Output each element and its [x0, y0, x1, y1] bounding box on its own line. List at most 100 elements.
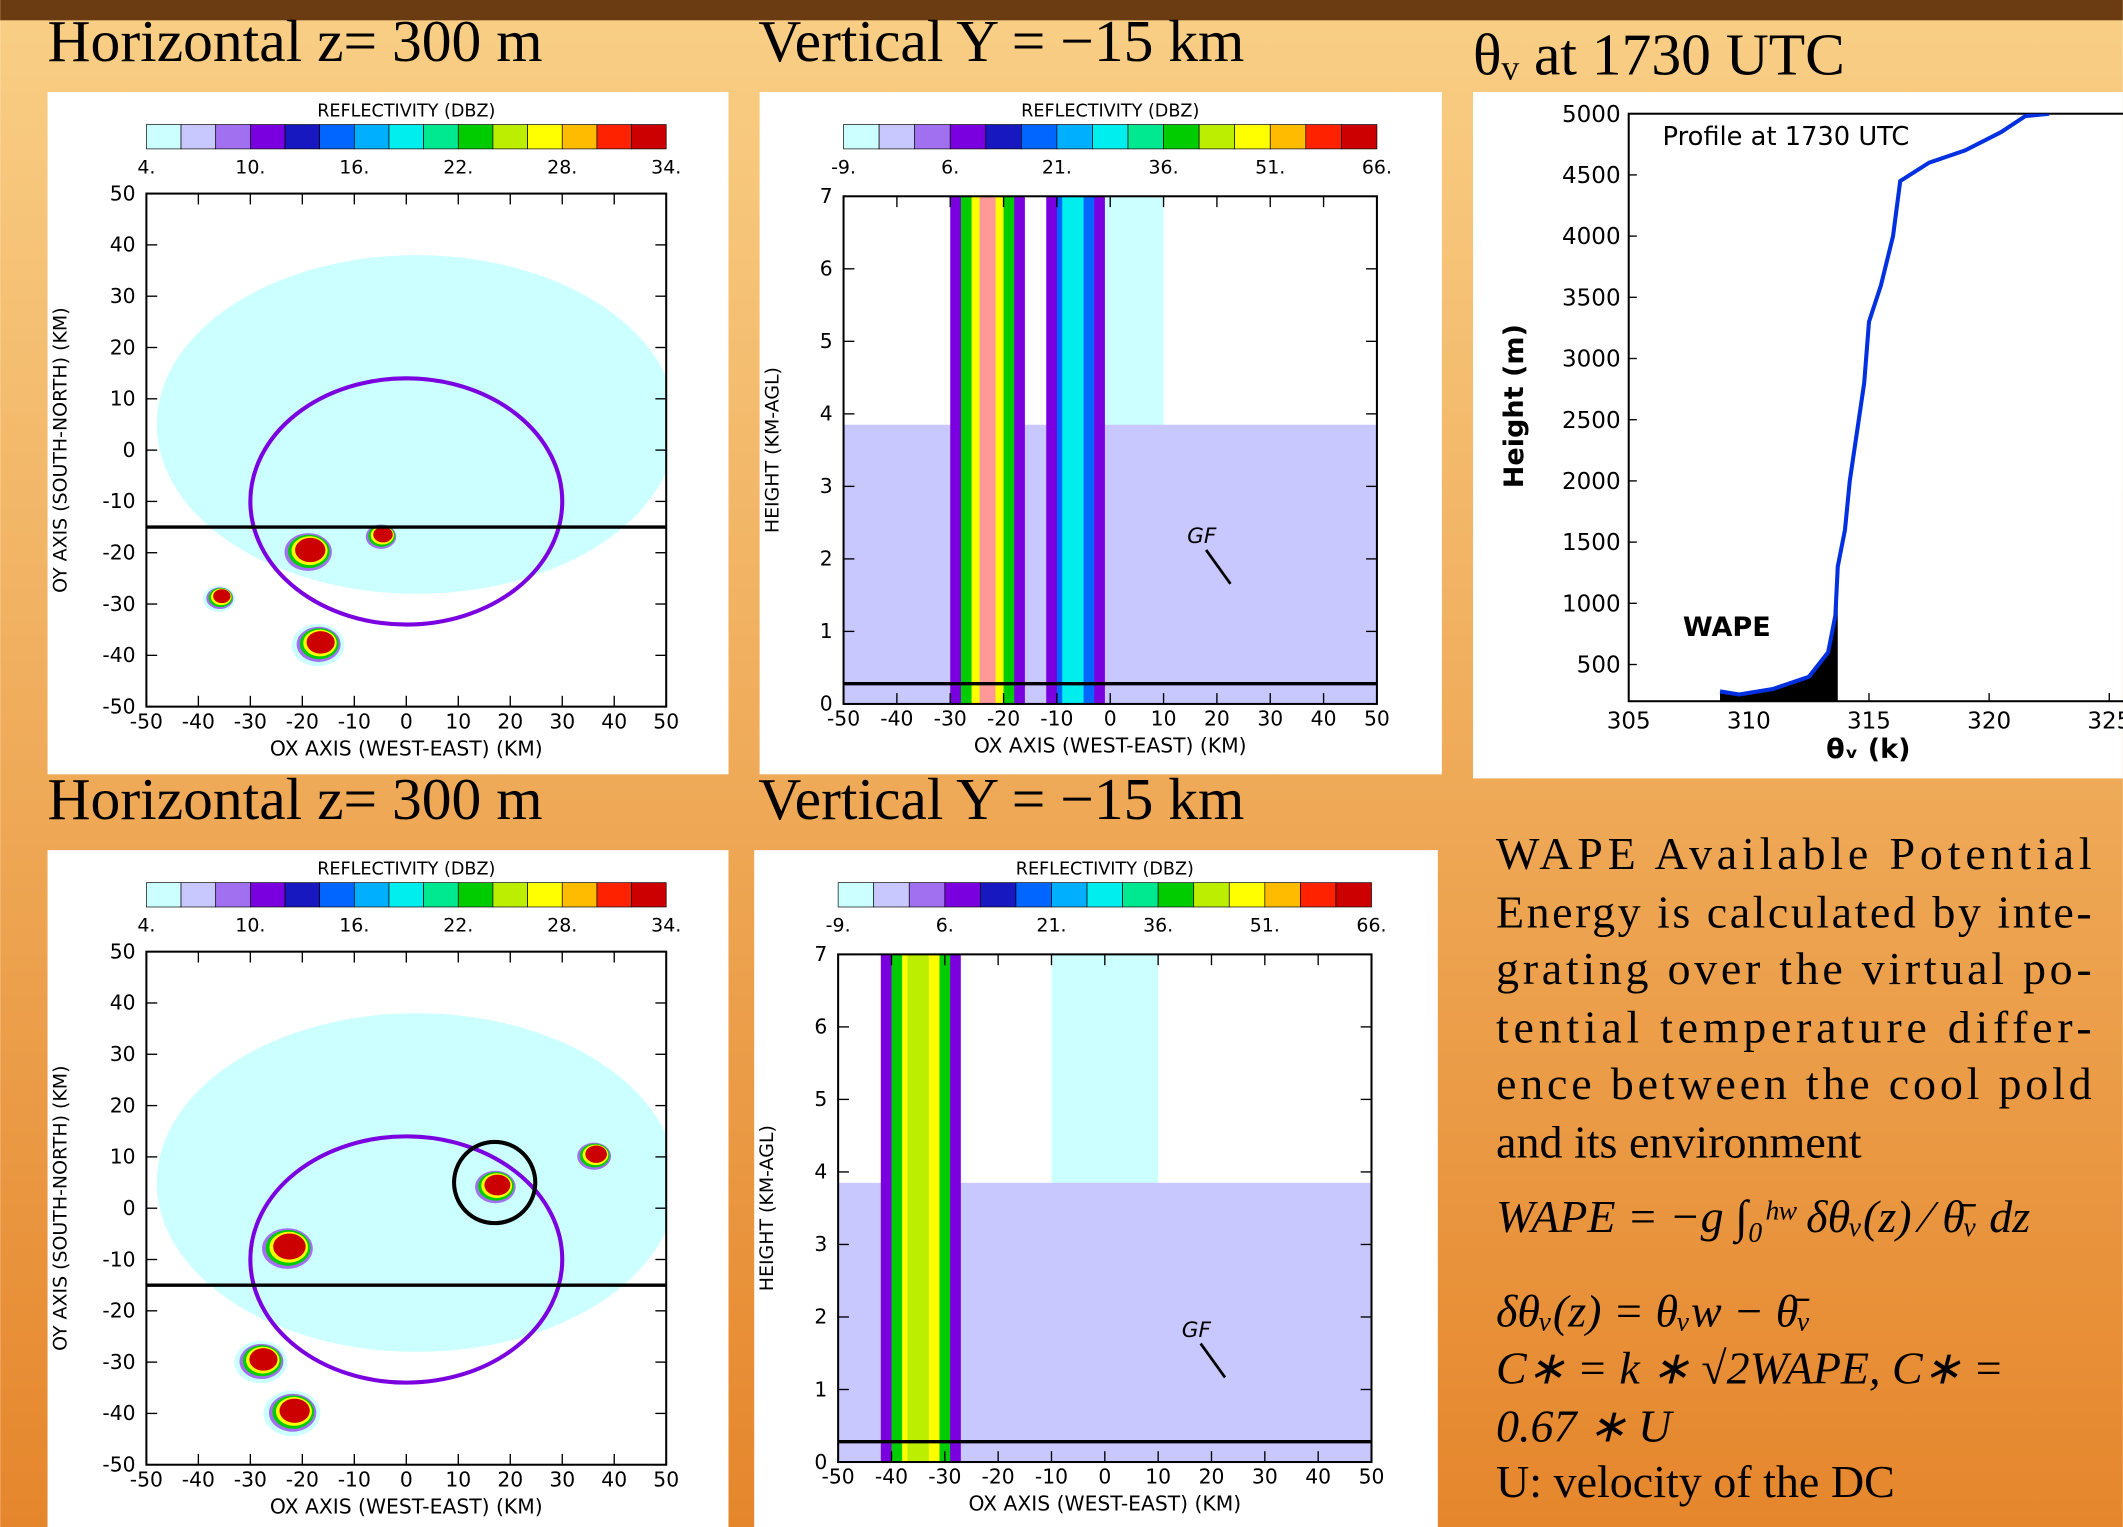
colorbar-cell [527, 882, 563, 908]
echo-band [907, 954, 929, 1463]
y-tick-label: 5 [814, 1087, 827, 1111]
echo [156, 255, 667, 594]
colorbar-label: 66. [1362, 156, 1392, 178]
colorbar-cell [146, 124, 182, 150]
y-tick-label: 40 [110, 233, 136, 257]
x-tick-label: 20 [497, 709, 523, 733]
colorbar-cell [980, 882, 1017, 908]
colorbar-cell [596, 124, 632, 150]
y-tick-label: 10 [110, 1145, 136, 1169]
x-tick-label: -50 [130, 709, 163, 733]
colorbar-label: 21. [1042, 156, 1072, 178]
y-tick-label: 2 [814, 1305, 827, 1329]
colorbar-label: 28. [547, 914, 577, 936]
y-axis-label: OY AXIS (SOUTH-NORTH) (KM) [50, 307, 72, 592]
y-tick-label: -30 [102, 1350, 135, 1374]
x-tick-label: 30 [1257, 707, 1283, 731]
y-tick-label: 5000 [1562, 102, 1621, 128]
colorbar-cell [1157, 882, 1195, 908]
y-tick-label: 20 [110, 1093, 136, 1117]
colorbar-cell [215, 882, 251, 908]
colorbar-label: 51. [1250, 914, 1280, 936]
body-text: WAPE Available Potential [1496, 828, 2092, 879]
colorbar-label: 6. [941, 156, 959, 178]
colorbar-cell [1086, 882, 1123, 908]
x-axis-label: OX AXIS (WEST-EAST) (KM) [968, 1492, 1241, 1516]
panel-title: Horizontal z= 300 m [48, 8, 543, 74]
colorbar-cell [1193, 882, 1230, 908]
colorbar-cell [596, 882, 632, 908]
x-tick-label: 20 [1204, 707, 1230, 731]
y-tick-label: 0 [814, 1450, 827, 1474]
y-tick-label: 500 [1577, 653, 1621, 679]
y-tick-label: 1500 [1562, 530, 1621, 556]
y-tick-label: 7 [820, 184, 833, 208]
gust-front [248, 376, 565, 627]
x-tick-label: 305 [1607, 708, 1651, 734]
colorbar-cell [1300, 882, 1337, 908]
colorbar-label: 34. [651, 914, 681, 936]
panel-title: Vertical Y = −15 km [758, 766, 1244, 832]
x-tick-label: 20 [497, 1467, 523, 1491]
x-tick-label: 50 [653, 709, 679, 733]
y-tick-label: 0 [123, 438, 136, 462]
y-axis-label: HEIGHT (KM-AGL) [762, 367, 784, 533]
gust-front [248, 1134, 565, 1385]
x-tick-label: 320 [1967, 708, 2011, 734]
y-tick-label: 7 [814, 942, 827, 966]
colorbar-cell [561, 882, 598, 908]
x-tick-label: 10 [445, 709, 471, 733]
x-tick-label: -50 [130, 1467, 163, 1491]
y-tick-label: 2000 [1562, 469, 1621, 495]
header-strip [0, 0, 2123, 21]
colorbar-cell [388, 882, 424, 908]
colorbar-label: 10. [235, 156, 265, 178]
x-tick-label: 30 [1252, 1465, 1278, 1489]
y-tick-label: 30 [110, 1042, 136, 1066]
body-text: 0.67 ∗ U [1496, 1401, 1674, 1452]
x-tick-label: -20 [987, 707, 1020, 731]
colorbar-title: REFLECTIVITY (DBZ) [317, 101, 495, 121]
x-tick-label: 10 [1145, 1465, 1171, 1489]
colorbar-label: 22. [443, 156, 473, 178]
echo [273, 1233, 306, 1260]
colorbar-label: 28. [547, 156, 577, 178]
colorbar-cell [1056, 124, 1093, 150]
x-tick-label: -10 [338, 1467, 371, 1491]
x-tick-label: -40 [875, 1465, 908, 1489]
colorbar-cell [944, 882, 981, 908]
echo [295, 537, 326, 563]
panel-title: Vertical Y = −15 km [758, 8, 1244, 74]
colorbar-cell [388, 124, 424, 150]
colorbar-cell [146, 882, 182, 908]
colorbar-cell [1228, 882, 1266, 908]
colorbar-title: REFLECTIVITY (DBZ) [1021, 101, 1199, 121]
x-tick-label: -50 [827, 707, 860, 731]
profile-line [1719, 113, 2050, 697]
colorbar-cell [1264, 882, 1301, 908]
colorbar-cell [1341, 124, 1378, 150]
colorbar-label: 10. [235, 914, 265, 936]
x-tick-label: -30 [934, 707, 967, 731]
colorbar-cell [1163, 124, 1200, 150]
annotation: GF [1187, 524, 1217, 549]
colorbar-cell [631, 882, 667, 908]
colorbar-cell [914, 124, 951, 150]
colorbar-title: REFLECTIVITY (DBZ) [317, 860, 495, 880]
y-tick-label: -40 [102, 643, 135, 667]
y-tick-label: 4000 [1562, 224, 1621, 250]
y-tick-label: 2500 [1562, 408, 1621, 434]
colorbar-cell [561, 124, 598, 150]
colorbar-label: 6. [936, 914, 954, 936]
body-text: δθᵥ(z) = θᵥw − θ̄ᵥ [1496, 1286, 1811, 1337]
colorbar-cell [527, 124, 563, 150]
x-tick-label: -50 [822, 1465, 855, 1489]
x-tick-label: 325 [2087, 708, 2123, 734]
colorbar-cell [1015, 882, 1052, 908]
y-tick-label: 3000 [1562, 347, 1621, 373]
radar-field [156, 255, 667, 667]
colorbar-cell [949, 124, 987, 150]
y-tick-label: -10 [102, 1247, 135, 1271]
colorbar-cell [492, 882, 528, 908]
y-tick-label: 3 [820, 474, 833, 498]
